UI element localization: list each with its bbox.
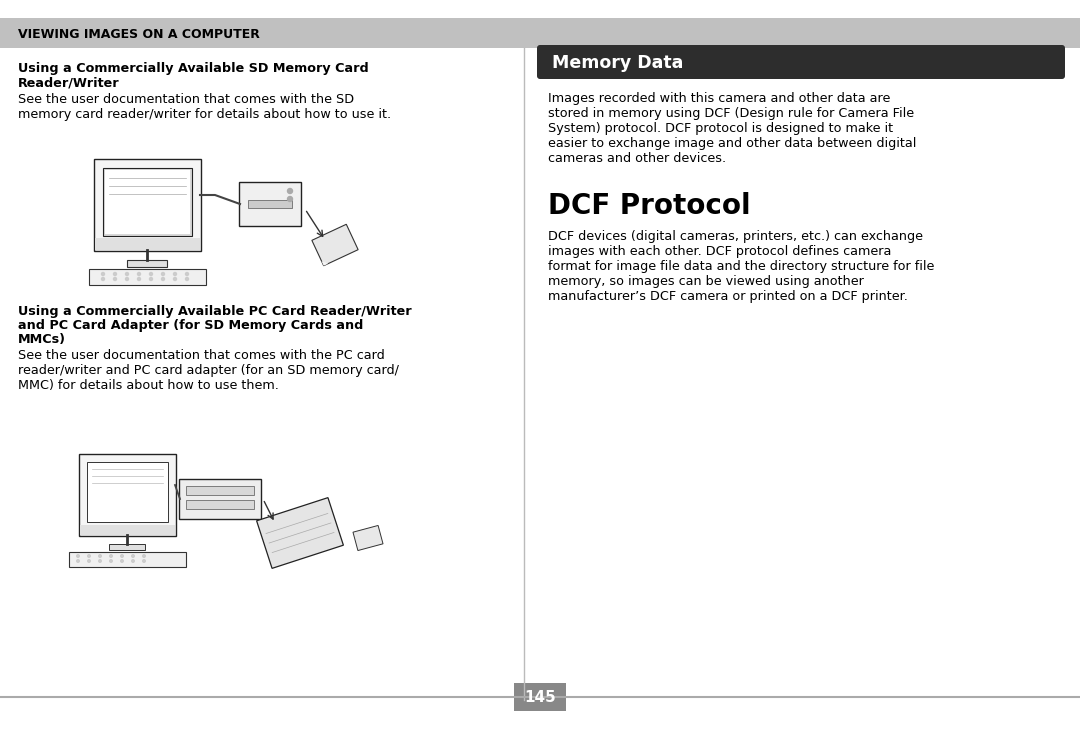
FancyBboxPatch shape [248,200,292,208]
Text: See the user documentation that comes with the SD
memory card reader/writer for : See the user documentation that comes wi… [18,93,391,121]
Text: Memory Data: Memory Data [552,54,684,72]
Circle shape [149,277,152,280]
FancyBboxPatch shape [103,168,192,236]
Circle shape [110,560,112,562]
Circle shape [121,555,123,557]
Circle shape [125,272,129,275]
Text: Using a Commercially Available SD Memory Card: Using a Commercially Available SD Memory… [18,62,368,75]
Polygon shape [322,261,328,266]
Circle shape [287,188,293,193]
Circle shape [102,272,105,275]
Circle shape [149,272,152,275]
FancyBboxPatch shape [239,182,301,226]
FancyBboxPatch shape [89,269,206,285]
FancyBboxPatch shape [69,552,186,567]
Circle shape [113,277,117,280]
Circle shape [132,555,134,557]
Polygon shape [312,224,359,266]
FancyBboxPatch shape [537,45,1065,79]
Circle shape [143,555,146,557]
FancyBboxPatch shape [186,486,254,495]
Circle shape [162,277,164,280]
FancyBboxPatch shape [127,260,167,267]
Circle shape [102,277,105,280]
Text: MMCs): MMCs) [18,333,66,346]
Text: and PC Card Adapter (for SD Memory Cards and: and PC Card Adapter (for SD Memory Cards… [18,319,363,332]
FancyBboxPatch shape [87,462,168,522]
FancyBboxPatch shape [105,170,190,234]
FancyBboxPatch shape [179,479,261,519]
Circle shape [132,560,134,562]
FancyBboxPatch shape [109,544,145,550]
FancyBboxPatch shape [79,454,176,536]
Circle shape [121,560,123,562]
Circle shape [137,277,140,280]
Text: DCF Protocol: DCF Protocol [548,192,751,220]
Circle shape [174,272,176,275]
Text: See the user documentation that comes with the PC card
reader/writer and PC card: See the user documentation that comes wi… [18,349,399,392]
Circle shape [98,560,102,562]
Circle shape [87,560,91,562]
Circle shape [110,555,112,557]
FancyBboxPatch shape [0,18,1080,48]
FancyBboxPatch shape [94,159,201,251]
Text: Images recorded with this camera and other data are
stored in memory using DCF (: Images recorded with this camera and oth… [548,92,916,165]
Text: VIEWING IMAGES ON A COMPUTER: VIEWING IMAGES ON A COMPUTER [18,28,260,40]
Polygon shape [353,526,383,550]
Circle shape [143,560,146,562]
Circle shape [113,272,117,275]
Text: 145: 145 [524,690,556,704]
Text: Reader/Writer: Reader/Writer [18,76,120,89]
Circle shape [125,277,129,280]
Polygon shape [257,498,343,569]
Circle shape [77,560,79,562]
Circle shape [186,277,189,280]
Circle shape [162,272,164,275]
Circle shape [287,196,293,201]
Circle shape [77,555,79,557]
Text: Using a Commercially Available PC Card Reader/Writer: Using a Commercially Available PC Card R… [18,305,411,318]
FancyBboxPatch shape [80,525,175,535]
Circle shape [98,555,102,557]
Circle shape [186,272,189,275]
FancyBboxPatch shape [186,500,254,509]
Circle shape [87,555,91,557]
Circle shape [174,277,176,280]
Circle shape [137,272,140,275]
FancyBboxPatch shape [95,238,200,250]
Text: DCF devices (digital cameras, printers, etc.) can exchange
images with each othe: DCF devices (digital cameras, printers, … [548,230,934,303]
FancyBboxPatch shape [514,683,566,711]
